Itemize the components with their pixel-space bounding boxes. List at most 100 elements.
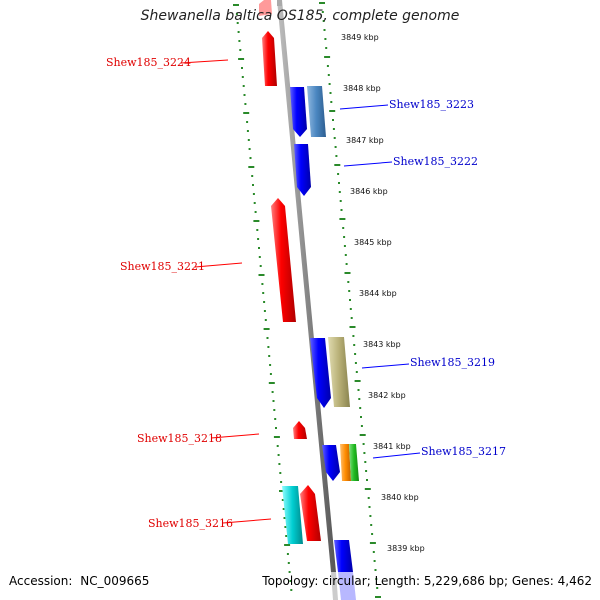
- tick-mark: [238, 58, 245, 60]
- kbp-label: 3846 kbp: [350, 187, 388, 196]
- tick-mark: [370, 524, 373, 526]
- gene-shew185-3224: [262, 31, 277, 86]
- tick-mark: [334, 146, 337, 148]
- tick-mark: [243, 112, 250, 114]
- kbp-label: 3839 kbp: [387, 544, 425, 553]
- accession-value: NC_009665: [80, 574, 150, 588]
- gene-shew185-3216: [282, 486, 303, 544]
- tick-mark: [330, 101, 333, 103]
- tick-mark: [267, 346, 270, 348]
- tick-mark: [366, 479, 368, 481]
- gene-shew185-3222: [294, 144, 311, 196]
- gene-bottom-blue: [334, 540, 353, 572]
- tick-mark: [365, 470, 368, 472]
- tick-mark: [371, 533, 374, 535]
- gene-label-shew185-3221[interactable]: Shew185_3221: [120, 260, 205, 273]
- leader-shew185-3216: [222, 518, 272, 524]
- tick-mark: [238, 40, 241, 42]
- tick-mark: [344, 272, 351, 274]
- genes-label: Genes:: [511, 574, 554, 588]
- page-title: Shewanella baltica OS185, complete genom…: [140, 8, 460, 24]
- accession-info: Accession: NC_009665: [9, 574, 149, 588]
- tick-mark: [239, 49, 242, 51]
- tick-mark: [268, 355, 271, 357]
- tick-mark: [324, 56, 331, 58]
- gene-label-shew185-3222[interactable]: Shew185_3222: [393, 155, 478, 168]
- leader-shew185-3217: [372, 452, 421, 459]
- gene-label-shew185-3216[interactable]: Shew185_3216: [148, 517, 233, 530]
- tick-mark: [333, 137, 336, 139]
- tick-mark: [329, 110, 336, 112]
- tick-mark: [360, 416, 362, 418]
- tick-mark: [263, 310, 266, 312]
- length-label: Length:: [374, 574, 421, 588]
- tick-mark: [369, 542, 376, 544]
- kbp-label: 3840 kbp: [381, 493, 419, 502]
- topology-value: circular;: [322, 574, 371, 588]
- tick-mark: [274, 418, 277, 420]
- gene-shew185-3217c: [349, 444, 359, 481]
- tick-mark: [364, 488, 371, 490]
- tick-mark: [335, 155, 338, 157]
- leader-shew185-3224: [180, 59, 229, 64]
- tick-mark: [249, 157, 252, 159]
- tick-mark: [286, 553, 289, 555]
- tick-mark: [357, 389, 360, 391]
- tick-mark: [362, 443, 365, 445]
- gene-shew185-3223: [290, 87, 307, 137]
- tick-mark: [344, 254, 347, 256]
- kbp-label: 3844 kbp: [359, 289, 397, 298]
- tick-mark: [285, 535, 288, 537]
- leader-shew185-3221: [194, 262, 243, 268]
- tick-mark: [376, 587, 379, 589]
- gene-label-shew185-3223[interactable]: Shew185_3223: [389, 98, 474, 111]
- leader-shew185-3223: [339, 104, 389, 110]
- tick-mark: [254, 211, 257, 213]
- tick-mark: [246, 121, 249, 123]
- genome-backbone: [277, 0, 336, 572]
- accession-label: Accession:: [9, 574, 73, 588]
- tick-mark: [262, 292, 265, 294]
- tick-mark: [288, 571, 291, 573]
- tick-mark: [337, 173, 340, 175]
- tick-mark: [280, 481, 283, 483]
- gene-label-shew185-3217[interactable]: Shew185_3217: [421, 445, 506, 458]
- tick-mark: [258, 247, 260, 249]
- topology-label: Topology:: [262, 574, 319, 588]
- tick-mark: [324, 38, 327, 40]
- tick-mark: [347, 281, 350, 283]
- tick-mark: [354, 353, 357, 355]
- tick-mark: [375, 578, 378, 580]
- tick-mark: [325, 47, 328, 49]
- tick-mark: [367, 497, 370, 499]
- kbp-label: 3843 kbp: [363, 340, 401, 349]
- tick-mark: [279, 472, 282, 474]
- tick-mark: [259, 265, 262, 267]
- kbp-label: 3845 kbp: [354, 238, 392, 247]
- tick-mark: [282, 508, 285, 510]
- tick-mark: [332, 128, 335, 130]
- tick-mark: [372, 551, 375, 553]
- tick-mark: [339, 218, 346, 220]
- tick-mark: [359, 434, 366, 436]
- tick-mark: [349, 299, 351, 301]
- tick-mark: [338, 191, 341, 193]
- gene-label-shew185-3218[interactable]: Shew185_3218: [137, 432, 222, 445]
- tick-mark: [235, 13, 238, 15]
- tick-mark: [350, 317, 353, 319]
- kbp-labels: 3849 kbp 3848 kbp 3847 kbp 3846 kbp 3845…: [341, 33, 425, 553]
- tick-mark: [358, 398, 361, 400]
- kbp-label: 3848 kbp: [343, 84, 381, 93]
- gene-label-shew185-3224[interactable]: Shew185_3224: [106, 56, 191, 69]
- tick-mark: [236, 22, 239, 24]
- tick-mark: [268, 382, 275, 384]
- gene-label-shew185-3219[interactable]: Shew185_3219: [410, 356, 495, 369]
- backbone-bottom-fade: [331, 572, 338, 600]
- tick-mark: [252, 193, 255, 195]
- tick-mark: [264, 319, 267, 321]
- gene-bottom-blue-fade: [338, 572, 356, 600]
- gene-shew185-3219: [310, 338, 331, 408]
- tick-mark: [326, 65, 329, 67]
- tick-mark: [290, 589, 293, 591]
- tick-mark: [374, 569, 377, 571]
